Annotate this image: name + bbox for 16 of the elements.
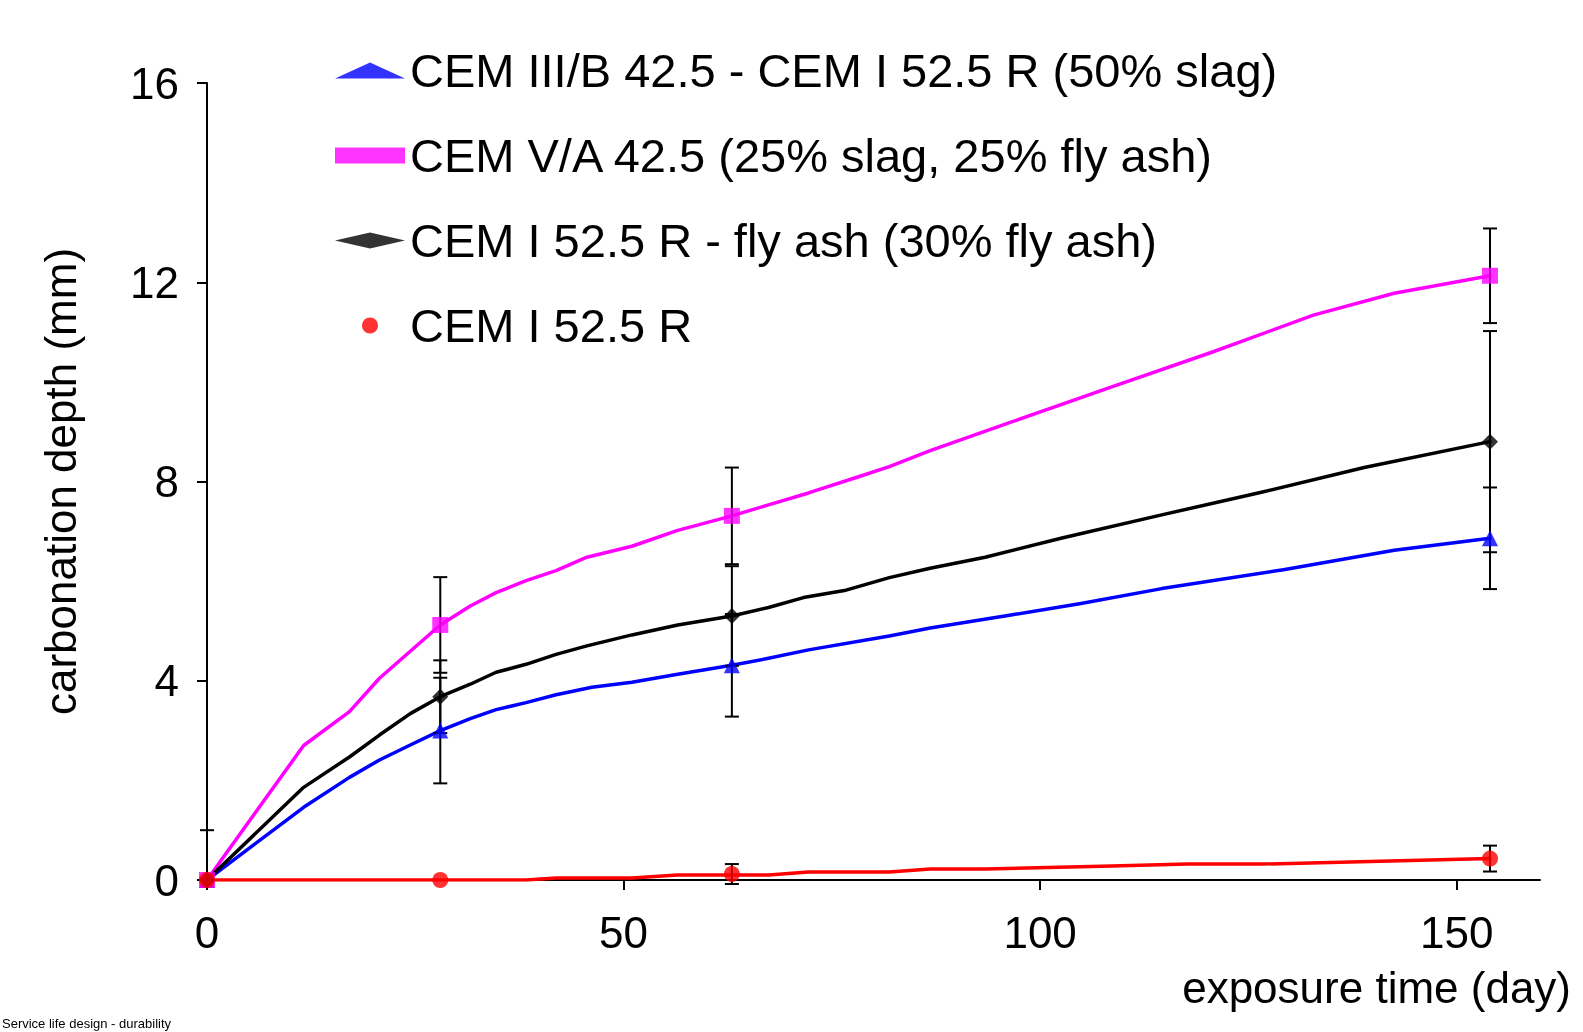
legend-label: CEM V/A 42.5 (25% slag, 25% fly ash) <box>410 129 1212 182</box>
x-tick-label: 150 <box>1419 907 1494 957</box>
x-axis-title: exposure time (day) <box>1182 962 1571 1012</box>
y-tick-label: 0 <box>154 855 179 905</box>
x-tick-label: 50 <box>599 907 649 957</box>
legend-label: CEM III/B 42.5 - CEM I 52.5 R (50% slag) <box>410 44 1278 97</box>
x-tick-label: 0 <box>194 907 220 957</box>
y-tick-label: 16 <box>130 58 179 108</box>
y-tick-label: 12 <box>130 257 179 307</box>
legend-label: CEM I 52.5 R <box>410 299 693 352</box>
y-tick-label: 4 <box>154 656 179 706</box>
y-axis-title: carbonation depth (mm) <box>35 247 85 716</box>
text: Service life design - durability <box>2 1016 172 1031</box>
x-tick-label: 100 <box>1003 907 1077 957</box>
y-tick-label: 8 <box>154 457 179 506</box>
legend-label: CEM I 52.5 R - fly ash (30% fly ash) <box>410 214 1158 267</box>
